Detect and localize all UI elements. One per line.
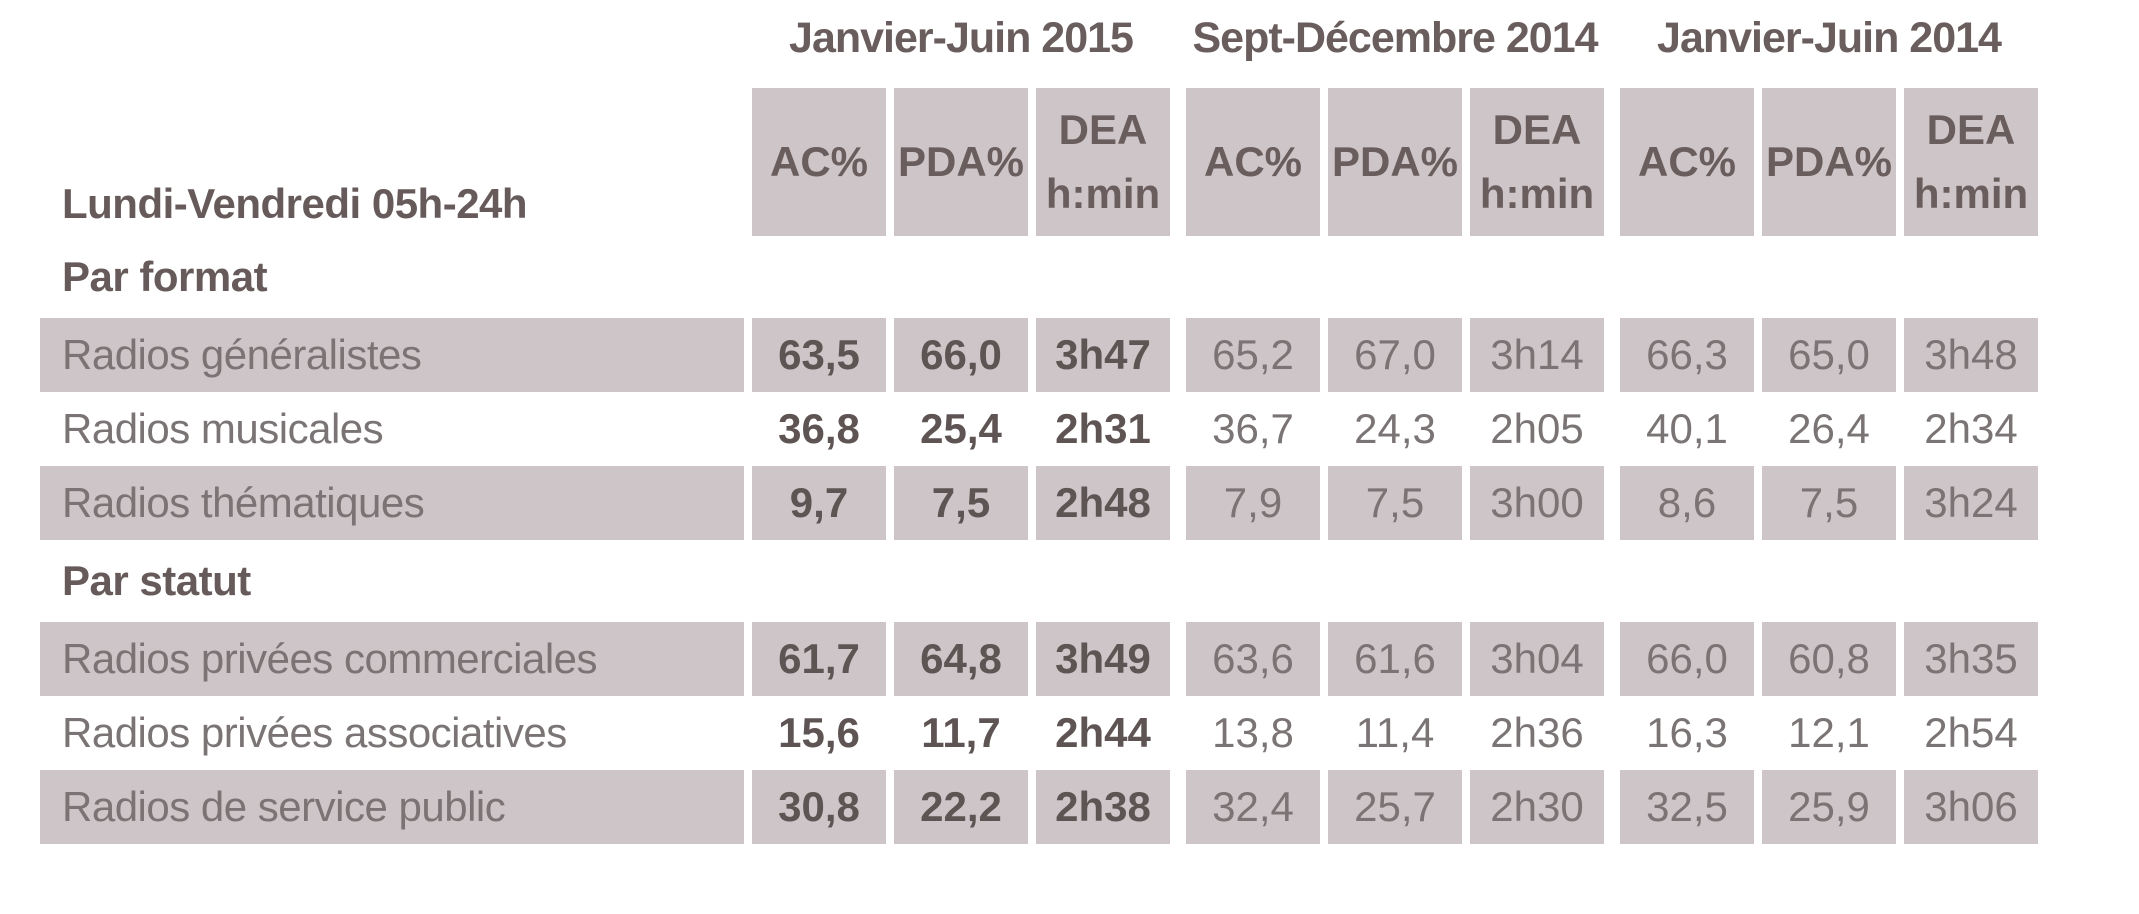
row-label: Radios thématiques (40, 466, 744, 540)
value-cell: 3h47 (1036, 318, 1170, 392)
row-label: Radios privées commerciales (40, 622, 744, 696)
value-cell: 25,7 (1328, 770, 1462, 844)
table-row: Radios de service public 30,8 22,2 2h38 32,4… (40, 770, 2139, 844)
value-cell: 2h44 (1055, 709, 1151, 756)
value-cell: 2h31 (1055, 405, 1151, 452)
value-cell: 61,6 (1328, 622, 1462, 696)
period-group-label-2015h1: Janvier-Juin 2015 (789, 13, 1134, 62)
col-header-dea-g2: DEA h:min (1470, 88, 1604, 236)
section-heading-par-statut: Par statut (62, 557, 251, 604)
value-cell: 2h34 (1924, 405, 2018, 452)
value-cell: 3h06 (1904, 770, 2038, 844)
value-cell: 65,0 (1762, 318, 1896, 392)
row-label: Radios privées associatives (62, 709, 567, 756)
dea-label: DEA (1926, 106, 2016, 153)
table-row: Radios privées associatives 15,6 11,7 2h44 1… (40, 696, 2139, 770)
period-header-row: Janvier-Juin 2015 Sept-Décembre 2014 Jan… (40, 13, 2139, 62)
value-cell: 67,0 (1328, 318, 1462, 392)
table-row: Radios privées commerciales 61,7 64,8 3h49 6… (40, 622, 2139, 696)
col-header-pda-g2: PDA% (1328, 88, 1462, 236)
section-rows-par-statut: Radios privées commerciales 61,7 64,8 3h49 6… (40, 622, 2139, 844)
dea-unit-label: h:min (1913, 170, 2029, 217)
col-header-ac-g1: AC% (752, 88, 886, 236)
value-cell: 3h24 (1904, 466, 2038, 540)
column-header-row: Lundi-Vendredi 05h-24h AC% PDA% DEA h:mi… (40, 88, 2139, 236)
value-cell: 30,8 (752, 770, 886, 844)
value-cell: 3h35 (1904, 622, 2038, 696)
value-cell: 25,9 (1762, 770, 1896, 844)
value-cell: 3h14 (1470, 318, 1604, 392)
value-cell: 7,9 (1186, 466, 1320, 540)
value-cell: 7,5 (1762, 466, 1896, 540)
value-cell: 16,3 (1646, 709, 1728, 756)
value-cell: 3h00 (1470, 466, 1604, 540)
dea-unit-label: h:min (1045, 170, 1161, 217)
table-row: Radios thématiques 9,7 7,5 2h48 7,9 7,5 3h00 8,… (40, 466, 2139, 540)
value-cell: 2h38 (1036, 770, 1170, 844)
value-cell: 26,4 (1788, 405, 1870, 452)
value-cell: 64,8 (894, 622, 1028, 696)
col-header-pda-g1: PDA% (894, 88, 1028, 236)
value-cell: 11,4 (1355, 709, 1435, 756)
value-cell: 2h48 (1036, 466, 1170, 540)
section-rows-par-format: Radios généralistes 63,5 66,0 3h47 65,2 67,0 3… (40, 318, 2139, 540)
value-cell: 66,0 (894, 318, 1028, 392)
value-cell: 66,3 (1620, 318, 1754, 392)
dea-unit-label: h:min (1479, 170, 1595, 217)
value-cell: 36,7 (1212, 405, 1294, 452)
row-label: Radios généralistes (40, 318, 744, 392)
table-title: Lundi-Vendredi 05h-24h (62, 180, 528, 227)
col-header-ac-g2: AC% (1186, 88, 1320, 236)
value-cell: 61,7 (752, 622, 886, 696)
col-header-ac-g3: AC% (1620, 88, 1754, 236)
value-cell: 11,7 (921, 709, 1001, 756)
value-cell: 40,1 (1646, 405, 1728, 452)
row-label: Radios de service public (40, 770, 744, 844)
period-group-label-2014h2: Sept-Décembre 2014 (1192, 13, 1598, 62)
value-cell: 12,1 (1788, 709, 1870, 756)
dea-label: DEA (1058, 106, 1148, 153)
table-row: Radios généralistes 63,5 66,0 3h47 65,2 67,0 3… (40, 318, 2139, 392)
value-cell: 32,5 (1620, 770, 1754, 844)
period-group-label-2014h1: Janvier-Juin 2014 (1657, 13, 2002, 62)
value-cell: 3h04 (1470, 622, 1604, 696)
value-cell: 66,0 (1620, 622, 1754, 696)
value-cell: 25,4 (920, 405, 1002, 452)
value-cell: 63,6 (1186, 622, 1320, 696)
value-cell: 60,8 (1762, 622, 1896, 696)
value-cell: 3h49 (1036, 622, 1170, 696)
value-cell: 22,2 (894, 770, 1028, 844)
value-cell: 2h30 (1470, 770, 1604, 844)
value-cell: 32,4 (1186, 770, 1320, 844)
value-cell: 2h54 (1924, 709, 2018, 756)
value-cell: 2h36 (1490, 709, 1584, 756)
col-header-dea-g3: DEA h:min (1904, 88, 2038, 236)
value-cell: 65,2 (1186, 318, 1320, 392)
value-cell: 36,8 (778, 405, 860, 452)
value-cell: 7,5 (894, 466, 1028, 540)
row-label: Radios musicales (62, 405, 384, 452)
value-cell: 8,6 (1620, 466, 1754, 540)
section-heading-par-format: Par format (62, 253, 268, 300)
value-cell: 3h48 (1904, 318, 2038, 392)
value-cell: 7,5 (1328, 466, 1462, 540)
col-header-pda-g3: PDA% (1762, 88, 1896, 236)
table-row: Radios musicales 36,8 25,4 2h31 36,7 24,3 2h05… (40, 392, 2139, 466)
value-cell: 13,8 (1212, 709, 1294, 756)
dea-label: DEA (1492, 106, 1582, 153)
value-cell: 2h05 (1490, 405, 1584, 452)
value-cell: 63,5 (752, 318, 886, 392)
value-cell: 15,6 (778, 709, 860, 756)
value-cell: 9,7 (752, 466, 886, 540)
col-header-dea-g1: DEA h:min (1036, 88, 1170, 236)
radio-audience-report: Janvier-Juin 2015 Sept-Décembre 2014 Jan… (0, 13, 2139, 914)
value-cell: 24,3 (1354, 405, 1436, 452)
